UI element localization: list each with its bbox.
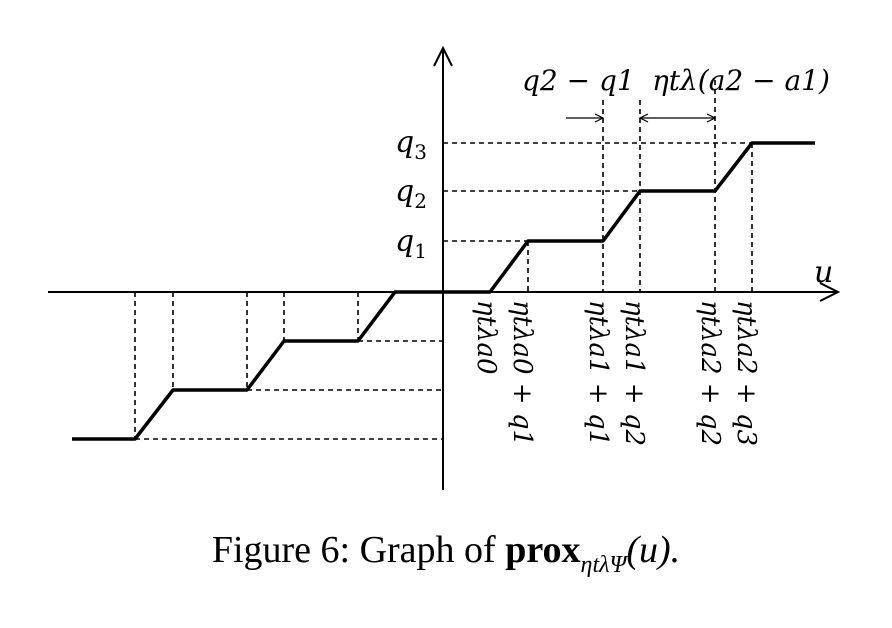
level-label-q2: q2 — [395, 174, 427, 213]
breakpoint-label-3: ηtλa1 + q2 — [619, 300, 649, 446]
gap-arrows — [566, 113, 717, 123]
breakpoint-label-2: ηtλa1 + q1 — [583, 300, 613, 446]
caption-prefix: Figure 6: Graph of — [211, 529, 506, 571]
caption-operator: prox — [505, 529, 581, 571]
u-axis-label: u — [814, 255, 833, 290]
figure-caption: Figure 6: Graph of proxηtλΨ(u). — [0, 528, 892, 579]
gap-label-right: ηtλ(a2 − a1) — [652, 64, 830, 97]
prox-curve — [72, 141, 815, 441]
breakpoint-label-4: ηtλa2 + q2 — [695, 300, 725, 446]
breakpoint-label-0: ηtλa0 — [471, 300, 501, 375]
gap-label-left: q2 − q1 — [522, 64, 635, 97]
level-label-q3: q3 — [395, 125, 427, 164]
dashed-guides — [134, 80, 753, 440]
vertical-axis-arrowhead — [433, 45, 453, 67]
caption-subscript: ηtλΨ — [580, 552, 627, 578]
breakpoint-label-5: ηtλa2 + q3 — [731, 300, 761, 446]
breakpoint-label-1: ηtλa0 + q1 — [507, 300, 537, 446]
caption-argument: (u). — [626, 529, 681, 571]
u-axis-arrowhead — [819, 282, 841, 302]
level-label-q1: q1 — [395, 224, 427, 263]
